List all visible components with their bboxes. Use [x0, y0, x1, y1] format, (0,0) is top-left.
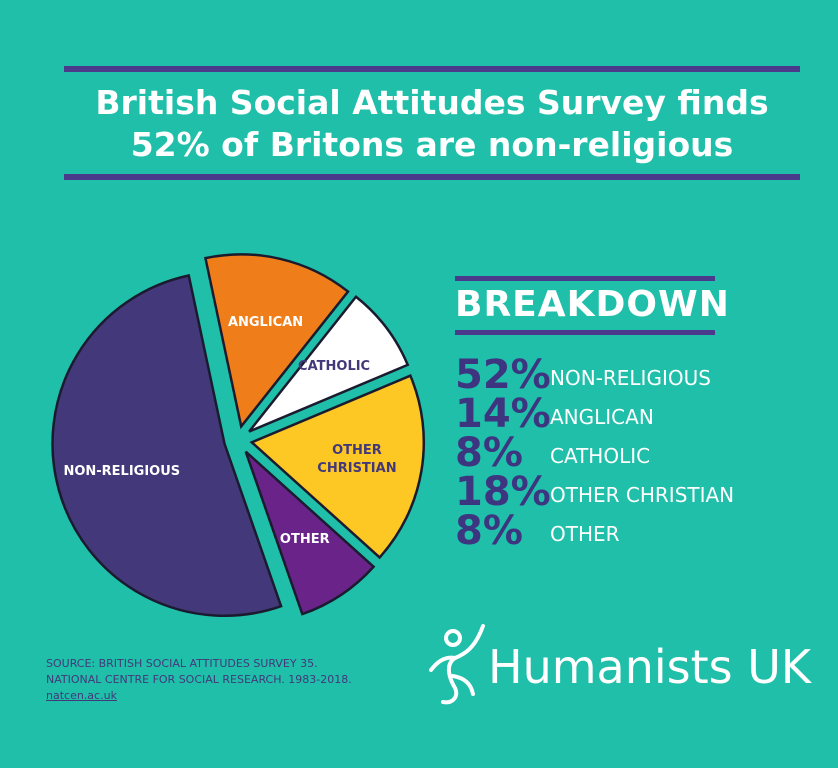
- breakdown-label: ANGLICAN: [550, 405, 654, 429]
- breakdown-rule: [455, 276, 715, 281]
- breakdown-label: OTHER CHRISTIAN: [550, 483, 735, 507]
- source: SOURCE: BRITISH SOCIAL ATTITUDES SURVEY …: [46, 656, 352, 704]
- title-rule: [64, 66, 800, 72]
- slice-label: CATHOLIC: [298, 359, 371, 375]
- logo-text: Humanists UK: [488, 640, 812, 694]
- pie-slice: [244, 450, 376, 616]
- source-line: SOURCE: BRITISH SOCIAL ATTITUDES SURVEY …: [46, 657, 318, 670]
- breakdown-label: OTHER: [550, 522, 620, 546]
- breakdown-value: 8%: [455, 508, 523, 554]
- slice-label: NON-RELIGIOUS: [63, 464, 181, 480]
- breakdown-value: 8%: [455, 430, 523, 476]
- slice-label: OTHER CHRISTIAN: [317, 443, 397, 477]
- pie-slice: [249, 374, 426, 560]
- pie-slice: [203, 253, 350, 430]
- breakdown-label: CATHOLIC: [550, 444, 651, 468]
- breakdown-value: 14%: [455, 391, 551, 437]
- breakdown-value: 18%: [455, 469, 551, 515]
- source-line: NATIONAL CENTRE FOR SOCIAL RESEARCH. 198…: [46, 673, 352, 686]
- chart-title: British Social Attitudes Survey finds 52…: [95, 83, 769, 164]
- breakdown-title: BREAKDOWN: [455, 284, 730, 325]
- slice-label: OTHER: [279, 532, 330, 548]
- source-link: natcen.ac.uk: [46, 689, 117, 702]
- breakdown-label: NON-RELIGIOUS: [550, 366, 711, 390]
- slice-label: ANGLICAN: [227, 314, 304, 330]
- breakdown-value: 52%: [455, 352, 551, 398]
- pie-slice: [51, 274, 283, 617]
- logo-icon: [429, 624, 485, 705]
- pie-slice: [248, 294, 410, 433]
- breakdown-rule: [455, 330, 715, 335]
- title-rule: [64, 174, 800, 180]
